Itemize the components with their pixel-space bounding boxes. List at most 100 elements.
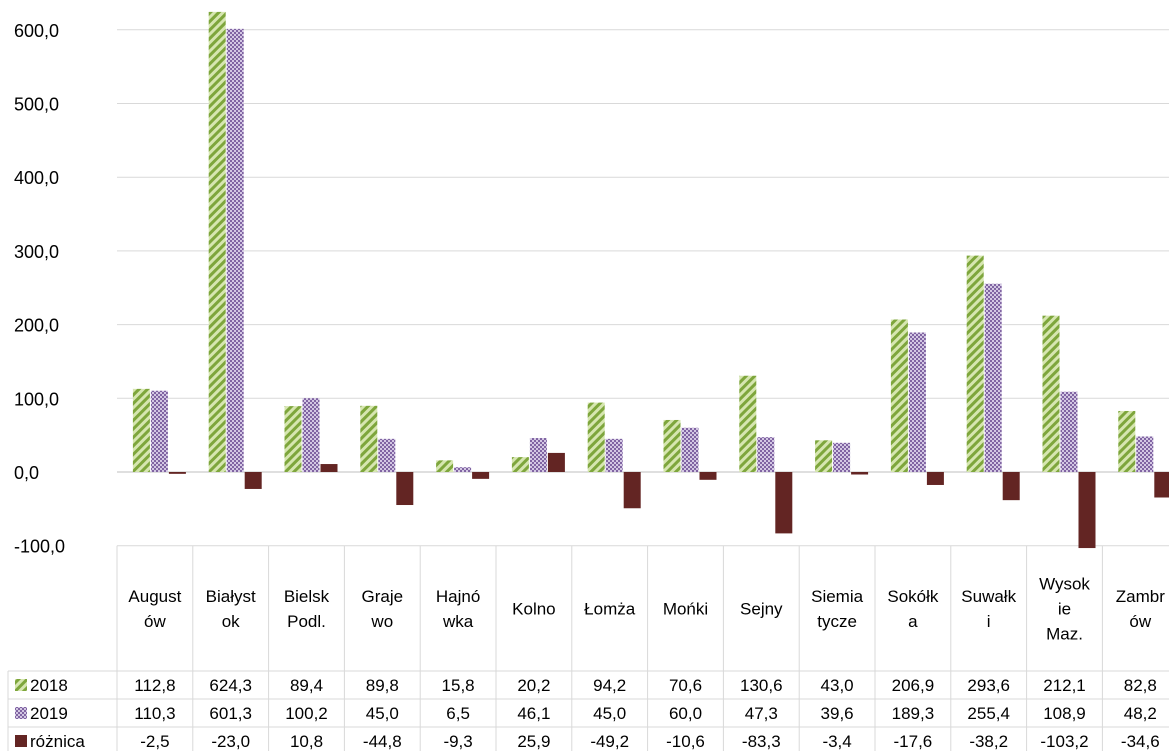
legend-label: 2019	[30, 704, 68, 723]
table-cell-value: -2,5	[140, 732, 169, 751]
category-label: ów	[1129, 612, 1151, 631]
table-cell-value: 25,9	[517, 732, 550, 751]
table-cell-value: -83,3	[742, 732, 781, 751]
category-label: ie	[1058, 599, 1071, 618]
category-label: August	[128, 587, 181, 606]
y-tick-label: 300,0	[14, 242, 59, 262]
table-cell-value: 47,3	[745, 704, 778, 723]
category-label: ok	[222, 612, 240, 631]
table-cell-value: 206,9	[892, 676, 935, 695]
y-tick-label: 200,0	[14, 316, 59, 336]
table-cell-value: 20,2	[517, 676, 550, 695]
bar-2018-1	[208, 11, 226, 472]
bar-2019-0	[150, 390, 168, 472]
bar-różnica-11	[1002, 472, 1020, 501]
bar-różnica-5	[547, 452, 565, 472]
bar-różnica-3	[396, 472, 414, 506]
bar-2018-11	[966, 255, 984, 472]
bars	[132, 11, 1169, 549]
table-cell-value: 39,6	[821, 704, 854, 723]
table-cell-value: 94,2	[593, 676, 626, 695]
bar-2018-9	[815, 440, 833, 472]
category-label: a	[908, 612, 918, 631]
category-label: Wysok	[1039, 574, 1090, 593]
table-cell-value: 45,0	[366, 704, 399, 723]
bar-2018-13	[1118, 410, 1136, 472]
table-cell-value: -23,0	[211, 732, 250, 751]
table-cell-value: -3,4	[822, 732, 851, 751]
legend-key-2019	[15, 707, 27, 719]
bar-różnica-7	[699, 472, 717, 480]
table-cell-value: 82,8	[1124, 676, 1157, 695]
bar-2018-3	[360, 405, 378, 472]
bar-różnica-4	[472, 472, 490, 479]
table-cell-value: 89,4	[290, 676, 323, 695]
table-cell-value: 70,6	[669, 676, 702, 695]
bar-2019-9	[833, 442, 851, 472]
bar-różnica-10	[926, 472, 944, 485]
table-cell-value: 60,0	[669, 704, 702, 723]
bar-2018-4	[436, 460, 454, 472]
bar-różnica-8	[775, 472, 793, 534]
category-label: wo	[370, 612, 393, 631]
bar-różnica-9	[851, 472, 869, 475]
category-label: Suwałk	[961, 587, 1016, 606]
table-cell-value: 293,6	[967, 676, 1010, 695]
bar-2019-11	[984, 283, 1002, 472]
category-label: Mońki	[663, 599, 708, 618]
category-label: Maz.	[1046, 624, 1083, 643]
category-label: Podl.	[287, 612, 326, 631]
table-cell-value: 45,0	[593, 704, 626, 723]
bar-różnica-1	[244, 472, 262, 489]
bar-2019-12	[1060, 391, 1078, 472]
y-axis-tick-labels: -100,0 0,0 100,0 200,0 300,0 400,0 500,0 600,0	[14, 21, 65, 557]
bar-2019-5	[529, 438, 547, 472]
category-label: Białyst	[206, 587, 256, 606]
y-tick-label: 100,0	[14, 389, 59, 409]
table-cell-value: 112,8	[134, 676, 175, 695]
table-cell-value: 189,3	[892, 704, 935, 723]
table-cell-value: -9,3	[443, 732, 472, 751]
table-cell-value: -44,8	[363, 732, 402, 751]
category-label: i	[987, 612, 991, 631]
y-tick-label: 500,0	[14, 95, 59, 115]
table-cell-value: 15,8	[442, 676, 475, 695]
category-label: Bielsk	[284, 587, 330, 606]
bar-różnica-13	[1154, 472, 1169, 498]
category-label: Sejny	[740, 599, 783, 618]
category-label: Kolno	[512, 599, 555, 618]
table-cell-value: 10,8	[290, 732, 323, 751]
bar-2018-8	[739, 375, 757, 472]
legend-key-2018	[15, 679, 27, 691]
table-cell-value: 624,3	[209, 676, 252, 695]
y-tick-label: 600,0	[14, 21, 59, 41]
table-cell-value: 130,6	[740, 676, 783, 695]
bar-2019-3	[378, 438, 396, 472]
bar-2019-4	[454, 467, 472, 472]
bar-2018-7	[663, 419, 681, 472]
gridlines	[117, 29, 1169, 547]
category-label: Siemia	[811, 587, 864, 606]
table-cell-value: 6,5	[446, 704, 470, 723]
table-cell-value: 255,4	[967, 704, 1010, 723]
y-tick-label: -100,0	[14, 537, 65, 557]
y-tick-label: 0,0	[14, 463, 39, 483]
category-label: ów	[144, 612, 166, 631]
table-cell-value: 108,9	[1043, 704, 1086, 723]
legend-label: różnica	[30, 732, 85, 751]
bar-2018-2	[284, 406, 302, 472]
bar-2018-10	[890, 319, 908, 472]
table-cell-value: -103,2	[1040, 732, 1088, 751]
table-cell-value: 46,1	[517, 704, 550, 723]
bar-2019-8	[757, 437, 775, 472]
category-label: tycze	[817, 612, 857, 631]
table-cell-value: 43,0	[821, 676, 854, 695]
table-cell-value: 89,8	[366, 676, 399, 695]
table-cell-value: -17,6	[894, 732, 933, 751]
bar-2019-1	[226, 28, 244, 473]
category-label: wka	[442, 612, 474, 631]
bar-różnica-2	[320, 464, 338, 472]
data-table: August ów Białyst ok Bielsk Podl. Graje wo Hajnó…	[7, 545, 1169, 756]
bar-2019-13	[1136, 436, 1154, 472]
